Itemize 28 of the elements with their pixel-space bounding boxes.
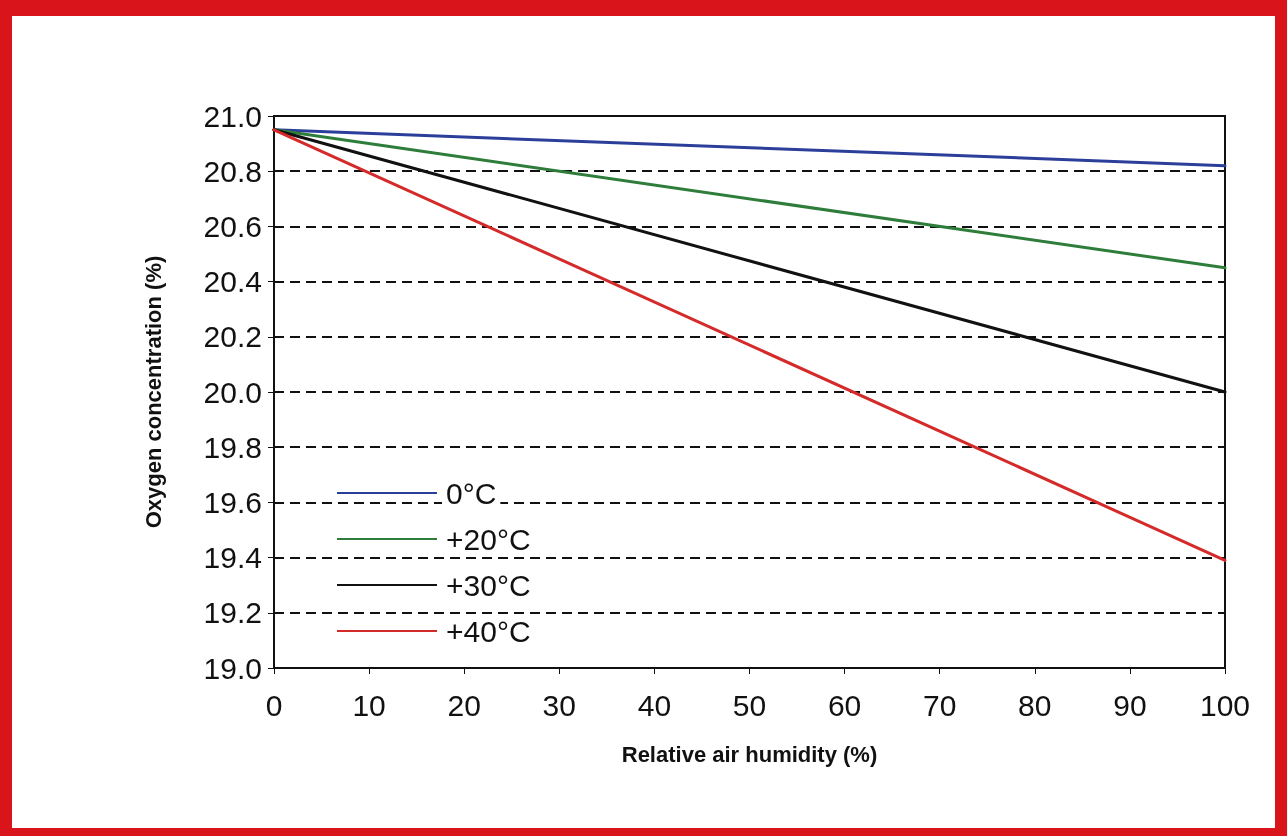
x-tick-label: 100 [1199,688,1251,722]
y-tick-label: 19.8 [203,430,262,464]
x-tick-label: 50 [732,688,767,722]
y-tick-label: 20.8 [203,154,262,188]
x-tick-label: 80 [1018,688,1052,722]
x-tick-label: 20 [447,688,481,722]
x-tick-label: 60 [827,688,862,722]
y-tick-label: 20.0 [203,375,262,409]
y-tick-label: 19.4 [203,541,262,575]
y-tick-label: 21.0 [203,99,262,133]
x-tick-label: 0 [265,688,283,722]
x-tick-label: 30 [542,688,576,722]
legend-label: +40°C [446,614,531,648]
x-axis-title: Relative air humidity (%) [621,741,878,767]
x-tick-label: 10 [352,688,386,722]
y-tick-label: 20.2 [203,320,262,354]
legend-label: 0°C [446,476,497,510]
y-tick-label: 19.0 [203,651,262,685]
legend-label: +30°C [446,568,531,602]
y-axis-title: Oxygen concentration (%) [140,255,166,529]
y-tick-label: 19.2 [203,596,262,630]
y-tick-label: 20.4 [203,265,262,299]
x-tick-label: 70 [923,688,957,722]
x-tick-label: 90 [1113,688,1147,722]
y-tick-label: 19.6 [203,485,262,519]
x-tick-label: 40 [637,688,672,722]
y-tick-label: 20.6 [203,209,262,243]
legend-label: +20°C [446,522,531,556]
